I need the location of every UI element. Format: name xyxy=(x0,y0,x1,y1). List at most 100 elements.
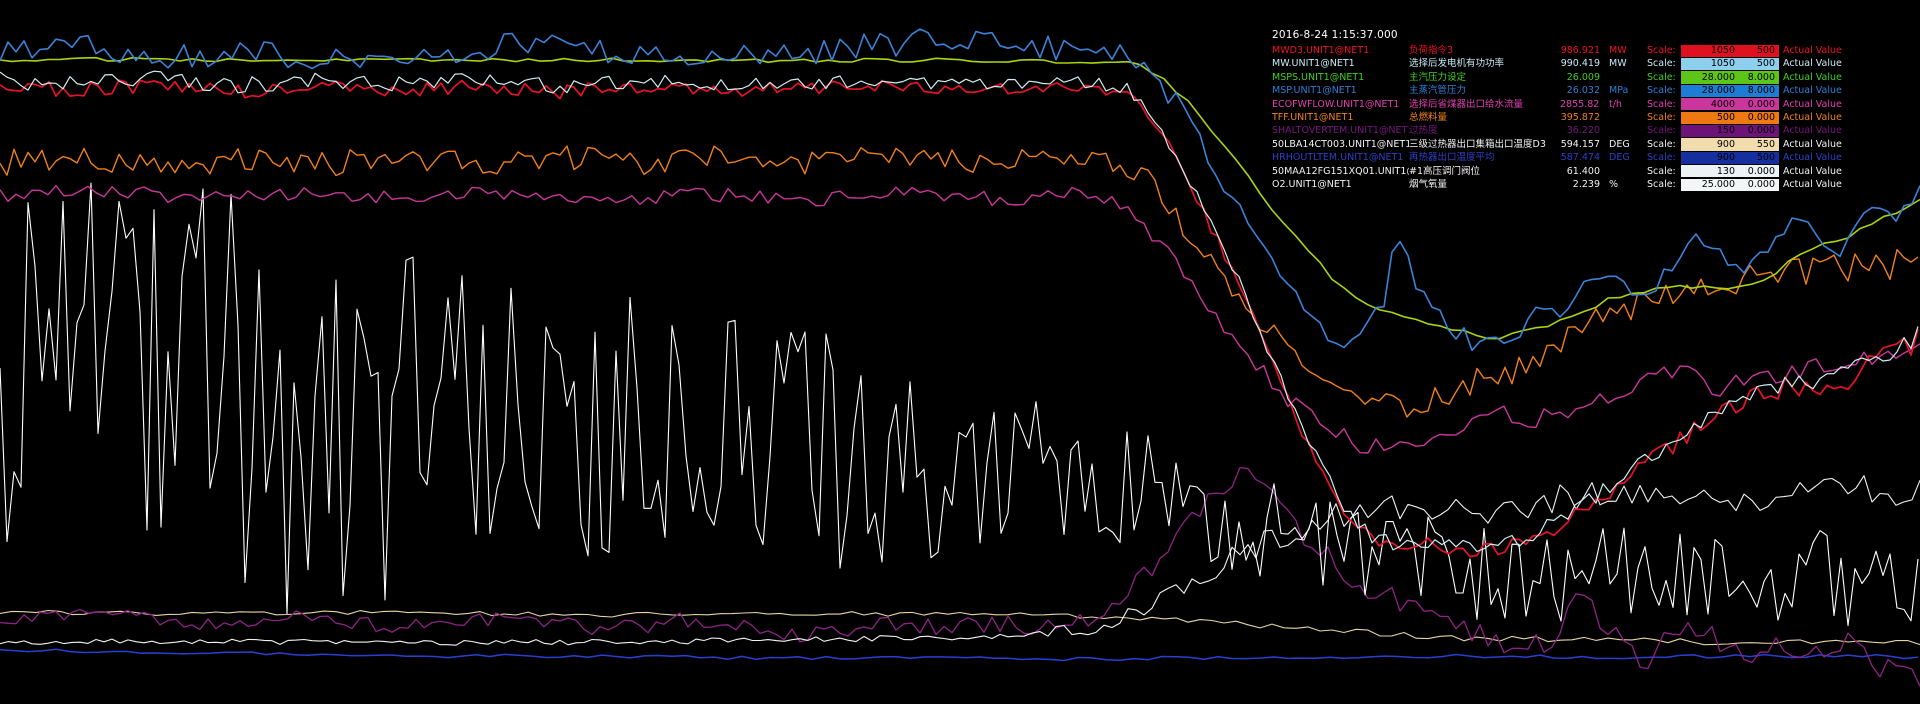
legend-description: 负荷指令3 xyxy=(1409,45,1454,56)
legend-scale-min: 0.000 xyxy=(1747,178,1775,190)
legend-scale-min: 500 xyxy=(1756,44,1775,56)
legend-tag-name: MWD3.UNIT1@NET1 xyxy=(1272,45,1370,56)
legend-scale-label: Scale: xyxy=(1647,45,1676,56)
trend-curve-o2 xyxy=(0,475,1920,646)
legend-tag-name: MSP.UNIT1@NET1 xyxy=(1272,85,1357,97)
legend-scale-max: 4000 xyxy=(1710,98,1735,110)
legend-current-value: 36.220 xyxy=(1566,125,1600,137)
legend-scale-chip: 28.000 8.000 xyxy=(1681,71,1779,84)
legend-current-value: 594.157 xyxy=(1560,138,1600,150)
trend-curve-50lba14ct003 xyxy=(0,609,1920,646)
legend-unit: MPa xyxy=(1609,85,1629,97)
legend-current-value: 2.239 xyxy=(1572,178,1600,190)
legend-scale-chip: 900 550 xyxy=(1681,138,1779,151)
legend-scale-max: 28.000 xyxy=(1701,85,1735,97)
legend-description: 选择后省煤器出口给水流量 xyxy=(1409,98,1524,110)
legend-scale-min: 550 xyxy=(1756,138,1775,150)
legend-scale-max: 25.000 xyxy=(1701,178,1735,190)
legend-scale-max: 500 xyxy=(1716,111,1735,123)
legend-scale-label: Scale: xyxy=(1647,138,1676,150)
legend-description: #1高压调门阀位 xyxy=(1409,165,1481,177)
legend-scale-chip: 130 0.000 xyxy=(1681,165,1779,178)
legend-unit: DEG xyxy=(1609,152,1630,164)
legend-scale-label: Scale: xyxy=(1647,125,1676,137)
trend-curve-hrhoutltem xyxy=(0,648,1919,662)
legend-actual-value-label: Actual Value xyxy=(1783,58,1842,70)
legend-tag-name: 50LBA14CT003.UNIT1@NET1 xyxy=(1272,138,1409,150)
legend-row[interactable]: O2.UNIT1@NET1 烟气氧量 2.239% Scale: 25.000 0.000… xyxy=(1272,178,1842,191)
legend-scale-chip: 25.000 0.000 xyxy=(1681,178,1779,191)
legend-description: 烟气氧量 xyxy=(1409,178,1448,190)
cursor-timestamp: 2016-8-24 1:15:37.000 xyxy=(1272,29,1398,41)
legend-row[interactable]: MWD3.UNIT1@NET1 负荷指令3 986.921 MW Scale: 1050 5… xyxy=(1272,44,1842,57)
legend-tag-name: MW.UNIT1@NET1 xyxy=(1272,58,1355,70)
legend-scale-chip: 1050 500 xyxy=(1681,57,1779,71)
legend-current-value: 61.400 xyxy=(1566,165,1600,177)
legend-current-value: 986.921 xyxy=(1560,45,1600,56)
legend-row[interactable]: TFF.UNIT1@NET1 总燃料量 395.872 Scale: 500 0.000 A… xyxy=(1272,111,1842,124)
legend-description: 主汽压力设定 xyxy=(1409,71,1467,83)
legend-row[interactable]: 50MAA12FG151XQ01.UNIT1@NET1#1高压调门阀位 61.40… xyxy=(1272,165,1842,178)
legend-scale-min: 0.000 xyxy=(1747,111,1775,123)
legend-actual-value-label: Actual Value xyxy=(1783,111,1842,123)
legend-row[interactable]: HRHOUTLTEM.UNIT1@NET1 再热器出口温度平均 587.474 DEG… xyxy=(1272,151,1842,164)
legend-unit: DEG xyxy=(1609,138,1630,150)
legend-row[interactable]: MW.UNIT1@NET1 选择后发电机有功功率 990.419 MW Scale: 10… xyxy=(1272,57,1842,71)
legend-scale-min: 500 xyxy=(1756,58,1775,70)
trend-curve-mwd3 xyxy=(0,79,1919,558)
legend-actual-value-label: Actual Value xyxy=(1783,45,1842,56)
legend-description: 过热度 xyxy=(1409,125,1438,137)
legend-scale-min: 8.000 xyxy=(1747,71,1775,83)
legend-scale-chip: 150 0.000 xyxy=(1681,124,1779,138)
legend-actual-value-label: Actual Value xyxy=(1783,71,1842,83)
legend-scale-label: Scale: xyxy=(1647,165,1676,177)
legend-scale-max: 28.000 xyxy=(1701,71,1735,83)
legend-scale-max: 150 xyxy=(1716,125,1735,137)
trend-curve-shaltovertem xyxy=(0,466,1920,687)
legend-actual-value-label: Actual Value xyxy=(1783,138,1842,150)
legend-current-value: 990.419 xyxy=(1560,58,1600,70)
legend-actual-value-label: Actual Value xyxy=(1783,152,1842,164)
trend-curve-tff xyxy=(0,145,1919,418)
legend-scale-max: 130 xyxy=(1716,165,1735,177)
legend-scale-max: 1050 xyxy=(1710,58,1735,70)
legend-description: 再热器出口温度平均 xyxy=(1409,152,1495,164)
legend-scale-min: 500 xyxy=(1756,152,1775,164)
legend-scale-chip: 4000 0.000 xyxy=(1681,98,1779,111)
legend-row[interactable]: MSP.UNIT1@NET1 主蒸汽管压力 26.032 MPa Scale: 28.00… xyxy=(1272,84,1842,97)
legend-scale-max: 1050 xyxy=(1710,44,1735,56)
legend-unit: t/h xyxy=(1609,98,1622,110)
trend-curve-50maa12fg151xq01 xyxy=(0,182,1919,627)
legend-row[interactable]: 50LBA14CT003.UNIT1@NET1 三级过热器出口集箱出口温度D3 59… xyxy=(1272,138,1842,151)
legend-scale-label: Scale: xyxy=(1647,178,1676,190)
legend-unit: MW xyxy=(1609,45,1627,56)
legend-current-value: 587.474 xyxy=(1560,152,1600,164)
legend-unit: MW xyxy=(1609,58,1627,70)
trend-curve-mw xyxy=(0,70,1919,553)
legend-scale-min: 8.000 xyxy=(1747,85,1775,97)
legend-actual-value-label: Actual Value xyxy=(1783,85,1842,97)
legend-scale-min: 0.000 xyxy=(1747,125,1775,137)
legend-tag-name: MSPS.UNIT1@NET1 xyxy=(1272,71,1365,83)
legend-scale-chip: 28.000 8.000 xyxy=(1681,84,1779,97)
legend-scale-label: Scale: xyxy=(1647,85,1676,97)
legend-scale-label: Scale: xyxy=(1647,111,1676,123)
legend-description: 总燃料量 xyxy=(1409,111,1448,123)
legend-row[interactable]: SHALTOVERTEM.UNIT1@NET1 过热度 36.220 Scale: 15… xyxy=(1272,124,1842,138)
legend-description: 主蒸汽管压力 xyxy=(1409,85,1467,97)
legend-actual-value-label: Actual Value xyxy=(1783,98,1842,110)
legend-scale-chip: 500 0.000 xyxy=(1681,111,1779,124)
legend-current-value: 26.032 xyxy=(1566,85,1600,97)
legend-actual-value-label: Actual Value xyxy=(1783,125,1842,137)
legend-actual-value-label: Actual Value xyxy=(1783,178,1842,190)
legend-tag-name: HRHOUTLTEM.UNIT1@NET1 xyxy=(1272,152,1404,164)
legend-scale-max: 900 xyxy=(1716,152,1735,164)
legend-row[interactable]: ECOFWFLOW.UNIT1@NET1 选择后省煤器出口给水流量 2855.825… xyxy=(1272,98,1842,111)
trend-curve-msps xyxy=(0,56,1920,340)
legend-tag-name: 50MAA12FG151XQ01.UNIT1@NET1 xyxy=(1272,165,1409,177)
trend-legend: 2016-8-24 1:15:37.000 MWD3.UNIT1@NET1 负荷指… xyxy=(1272,29,1842,191)
legend-scale-label: Scale: xyxy=(1647,58,1676,70)
legend-scale-label: Scale: xyxy=(1647,152,1676,164)
legend-row[interactable]: MSPS.UNIT1@NET1 主汽压力设定 26.009 Scale: 28.000 8… xyxy=(1272,71,1842,84)
